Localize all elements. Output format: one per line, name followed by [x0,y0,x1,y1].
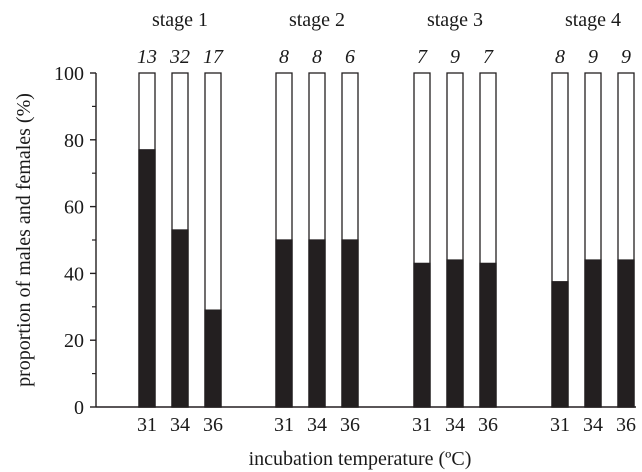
bar-filled [308,239,326,408]
sample-size-label: 9 [588,46,598,68]
x-tick-label: 31 [412,414,432,436]
stage-group: stage 48 31 9 34 9 36 [550,9,636,436]
bar-filled [138,149,156,408]
stage-label: stage 1 [152,9,208,31]
bar-filled [413,262,431,408]
x-tick-label: 36 [478,414,498,436]
x-tick-label: 36 [340,414,360,436]
sample-size-label: 17 [203,46,224,68]
bar-filled [446,259,464,408]
sample-size-label: 32 [169,46,190,68]
x-tick-label: 34 [170,414,190,436]
bar-filled [204,309,222,408]
x-tick-label: 34 [445,414,465,436]
bar-filled [171,229,189,408]
y-tick-label: 100 [54,63,84,85]
stage-label: stage 4 [565,9,621,31]
bar-filled [584,259,602,408]
sample-size-label: 8 [555,46,565,68]
sample-size-label: 9 [621,46,631,68]
bar-filled [341,239,359,408]
x-tick-label: 31 [137,414,157,436]
y-tick-label: 80 [64,130,84,152]
y-axis-title: proportion of males and females (%) [13,93,35,387]
sample-size-label: 13 [137,46,157,68]
bar-filled [617,259,635,408]
x-tick-label: 34 [307,414,327,436]
sample-size-label: 9 [450,46,460,68]
sample-size-label: 6 [345,46,355,68]
bar-filled [479,262,497,408]
stage-label: stage 2 [289,9,345,31]
bar-filled [275,239,293,408]
y-tick-label: 60 [64,197,84,219]
sample-size-label: 7 [417,46,428,68]
sample-size-label: 7 [483,46,494,68]
stage-label: stage 3 [427,9,483,31]
y-tick-label: 20 [64,330,84,352]
x-tick-label: 36 [616,414,636,436]
bar-filled [551,281,569,408]
y-axis: 0 20 40 60 80 100 [54,63,97,419]
sample-size-label: 8 [312,46,322,68]
x-axis-title: incubation temperature (ºC) [249,448,472,470]
x-tick-label: 34 [583,414,603,436]
y-tick-label: 40 [64,263,84,285]
y-tick-label: 0 [74,397,84,419]
x-tick-label: 31 [550,414,570,436]
x-tick-label: 36 [203,414,223,436]
x-tick-label: 31 [274,414,294,436]
sample-size-label: 8 [279,46,289,68]
stage-group: stage 1 13 31 32 34 17 36 [137,9,224,436]
